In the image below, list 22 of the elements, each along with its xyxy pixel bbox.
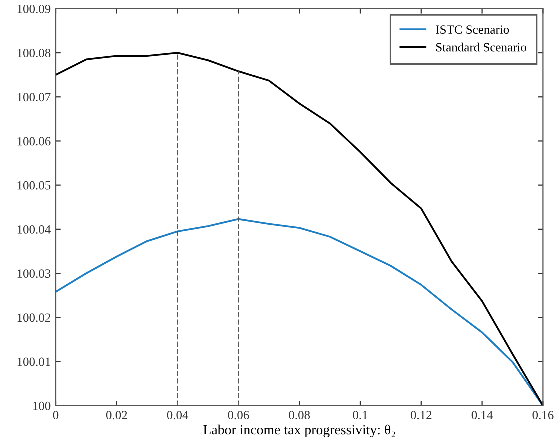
y-tick-label: 100.01 — [18, 358, 50, 366]
x-tick-label: 0.1 — [353, 411, 368, 420]
y-tick-label: 100.06 — [18, 137, 51, 146]
y-tick-label: 100.04 — [18, 225, 51, 234]
x-axis-title: Labor income tax progressivity: θ₂ — [204, 424, 396, 438]
x-tick-label: 0 — [53, 411, 59, 420]
x-tick-label: 0.08 — [289, 411, 310, 420]
x-tick-label: 0.04 — [167, 411, 189, 420]
legend-label: ISTC Scenario — [436, 26, 510, 34]
y-tick-label: 100.08 — [18, 49, 51, 58]
y-tick-label: 100.07 — [18, 93, 51, 102]
x-tick-label: 0.14 — [472, 411, 494, 420]
y-tick-label: 100.09 — [18, 4, 51, 14]
x-tick-label: 0.06 — [228, 411, 250, 420]
x-tick-label: 0.12 — [410, 411, 432, 420]
x-tick-label: 0.16 — [532, 411, 554, 420]
y-tick-label: 100.02 — [18, 314, 50, 322]
y-tick-label: 100.03 — [18, 270, 51, 278]
legend-label: Standard Scenario — [436, 42, 526, 52]
y-tick-label: 100 — [33, 402, 51, 410]
x-tick-label: 0.02 — [106, 411, 128, 420]
y-tick-label: 100.05 — [18, 181, 51, 190]
